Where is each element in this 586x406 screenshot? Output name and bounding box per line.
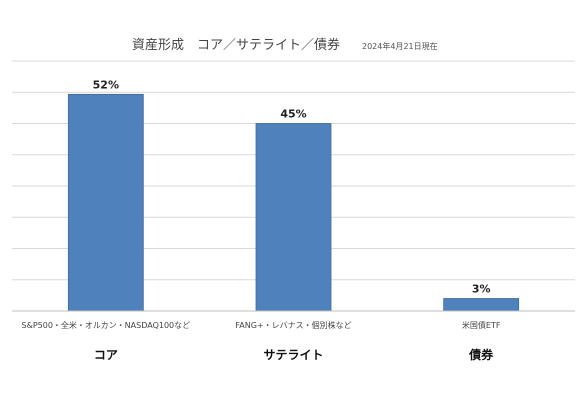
group-label: 債券: [468, 347, 494, 362]
data-label: 3%: [472, 283, 491, 296]
data-label: 45%: [280, 108, 306, 121]
category-label: 米国債ETF: [462, 320, 501, 330]
category-label: S&P500・全米・オルカン・NASDAQ100など: [22, 320, 191, 330]
chart-title: 資産形成 コア／サテライト／債券: [132, 37, 340, 53]
bar: [255, 123, 332, 312]
group-label: サテライト: [263, 348, 323, 362]
bar: [67, 93, 144, 312]
data-label: 52%: [93, 78, 119, 91]
category-label: FANG+・レバナス・個別株など: [235, 320, 351, 330]
chart-subtitle: 2024年4月21日現在: [362, 41, 438, 51]
bars: [67, 93, 520, 312]
group-label: コア: [94, 348, 118, 362]
bar: [443, 298, 520, 312]
